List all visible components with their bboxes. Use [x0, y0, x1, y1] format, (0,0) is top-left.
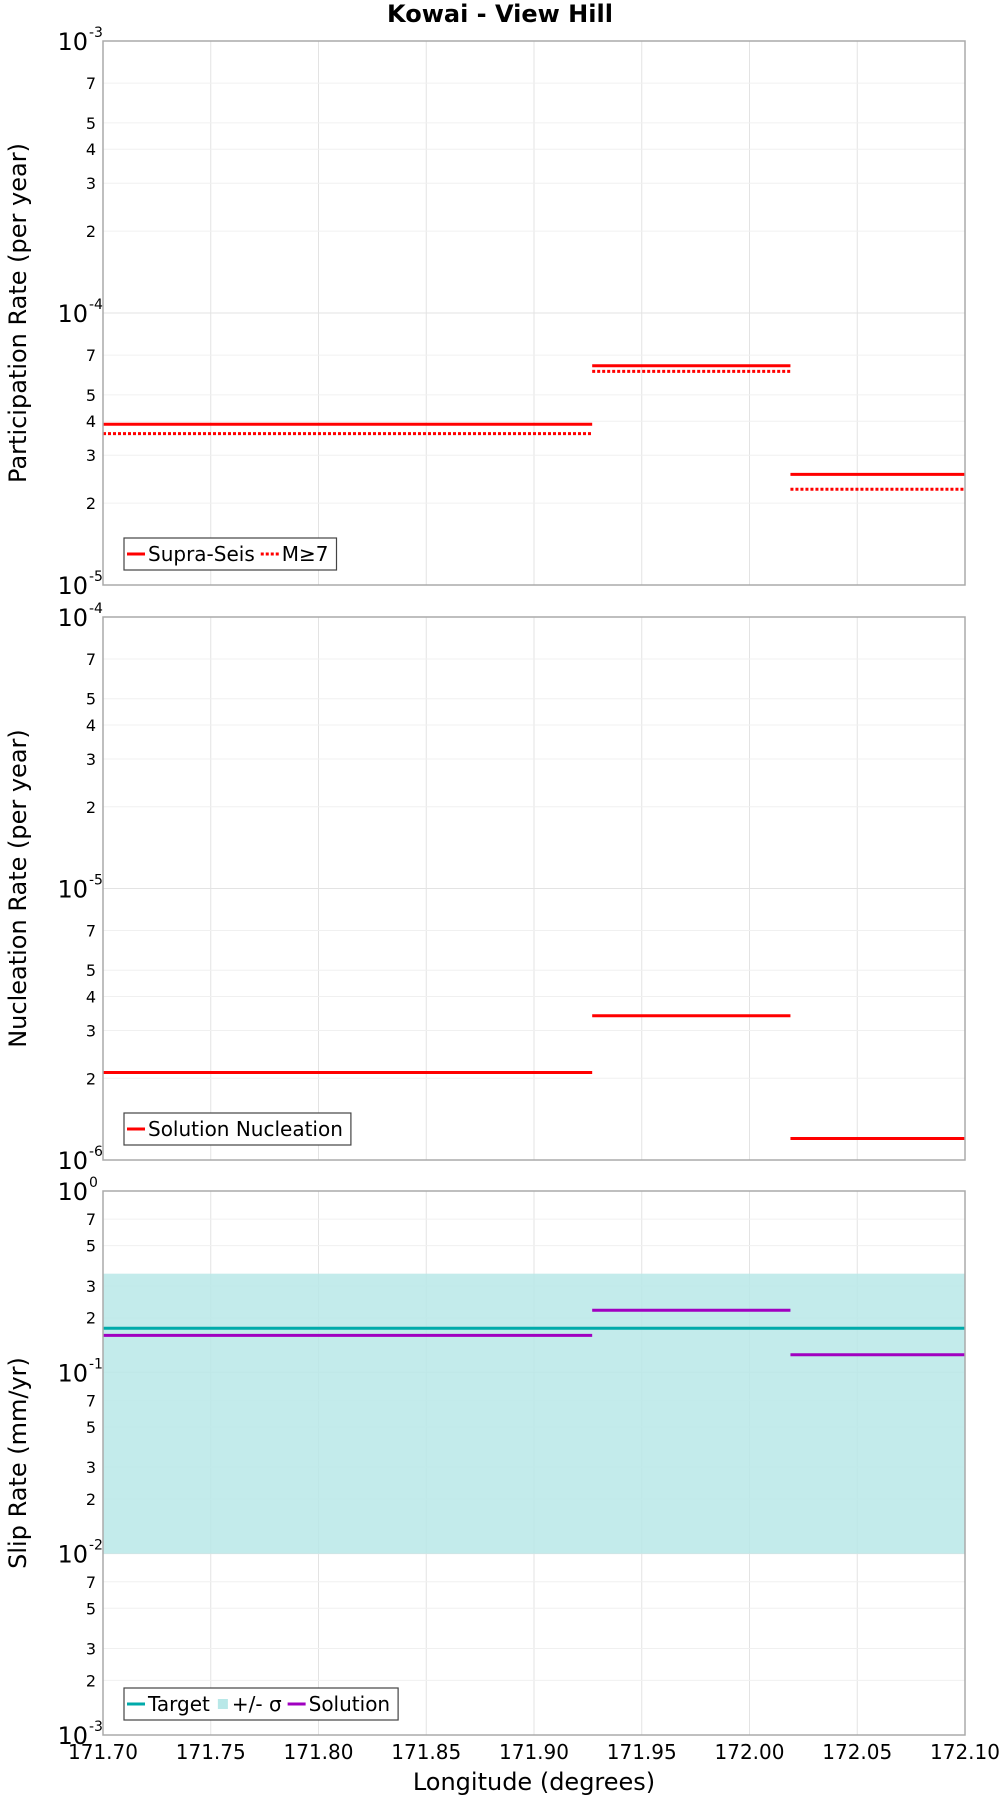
plot-frame	[102, 1190, 966, 1736]
y-tick-major-exponent: -2	[89, 1538, 103, 1554]
y-axis-label: Nucleation Rate (per year)	[4, 729, 32, 1048]
y-tick-minor-label: 7	[86, 346, 96, 365]
y-tick-minor-label: 7	[86, 1573, 96, 1592]
sigma-band	[103, 1273, 965, 1554]
y-tick-minor-label: 3	[86, 1639, 96, 1658]
legend: Solution Nucleation	[123, 1112, 352, 1146]
x-tick-label: 171.85	[391, 1740, 461, 1764]
y-tick-minor-label: 3	[86, 446, 96, 465]
y-axis-label: Slip Rate (mm/yr)	[4, 1357, 32, 1569]
y-tick-minor-label: 2	[86, 1490, 96, 1509]
legend-frame	[123, 537, 338, 571]
y-tick-minor-label: 5	[86, 386, 96, 405]
legend: Supra-Seis M≥7	[123, 537, 338, 571]
y-tick-minor-label: 3	[86, 750, 96, 769]
legend-entry-label: Supra-Seis	[148, 542, 255, 566]
plot-frame	[102, 616, 966, 1161]
y-tick-minor-label: 7	[86, 922, 96, 941]
y-tick-minor-label: 4	[86, 988, 96, 1007]
y-tick-major-exponent: -6	[89, 1144, 103, 1160]
x-tick-label: 171.80	[284, 1740, 354, 1764]
y-tick-minor-label: 5	[86, 1418, 96, 1437]
y-tick-major-exponent: 0	[89, 1175, 98, 1191]
y-tick-minor-label: 2	[86, 1069, 96, 1088]
x-tick-label: 172.10	[930, 1740, 1000, 1764]
y-tick-minor-label: 2	[86, 494, 96, 513]
y-tick-minor-label: 5	[86, 961, 96, 980]
y-tick-major-base: 10	[57, 1541, 88, 1569]
y-tick-minor-label: 7	[86, 650, 96, 669]
y-tick-minor-label: 7	[86, 1391, 96, 1410]
y-tick-minor-label: 7	[86, 74, 96, 93]
x-tick-label: 171.90	[499, 1740, 569, 1764]
legend-frame	[123, 1687, 399, 1721]
legend-entry-label: Target	[147, 1692, 210, 1716]
y-tick-minor-label: 4	[86, 412, 96, 431]
y-tick-minor-label: 7	[86, 1210, 96, 1229]
chart-title: Kowai - View Hill	[387, 0, 613, 28]
y-tick-minor-label: 3	[86, 1021, 96, 1040]
x-tick-label: 172.00	[715, 1740, 785, 1764]
legend-entry-label: Solution Nucleation	[148, 1117, 343, 1141]
y-tick-major-exponent: -3	[89, 1719, 103, 1735]
y-tick-minor-label: 3	[86, 174, 96, 193]
y-tick-minor-label: 4	[86, 140, 96, 159]
x-tick-label: 171.75	[176, 1740, 246, 1764]
y-tick-major-base: 10	[57, 1178, 88, 1206]
x-tick-label: 172.05	[822, 1740, 892, 1764]
y-axis-label: Participation Rate (per year)	[4, 143, 32, 483]
y-tick-minor-label: 5	[86, 114, 96, 133]
y-tick-major-exponent: -4	[89, 297, 103, 313]
y-tick-major-exponent: -5	[89, 569, 103, 585]
y-tick-major-exponent: -1	[89, 1356, 103, 1372]
legend-frame	[123, 1112, 352, 1146]
y-tick-minor-label: 2	[86, 222, 96, 241]
y-tick-major-base: 10	[57, 876, 88, 904]
legend-entry-label: +/- σ	[232, 1692, 282, 1716]
y-tick-major-exponent: -4	[89, 601, 103, 617]
y-tick-major-exponent: -5	[89, 873, 103, 889]
y-tick-minor-label: 5	[86, 690, 96, 709]
x-axis-label: Longitude (degrees)	[413, 1768, 655, 1796]
y-tick-minor-label: 5	[86, 1599, 96, 1618]
y-tick-major-base: 10	[57, 1722, 88, 1750]
y-tick-major-base: 10	[57, 1147, 88, 1175]
x-tick-label: 171.70	[68, 1740, 138, 1764]
legend-entry-label: Solution	[309, 1692, 390, 1716]
y-tick-major-base: 10	[57, 572, 88, 600]
y-tick-minor-label: 4	[86, 716, 96, 735]
legend: Target +/- σ Solution	[123, 1687, 399, 1721]
y-tick-major-base: 10	[57, 604, 88, 632]
y-tick-minor-label: 3	[86, 1277, 96, 1296]
y-tick-minor-label: 5	[86, 1237, 96, 1256]
plot-frame	[102, 40, 966, 586]
legend-entry-label: M≥7	[282, 542, 329, 566]
y-tick-major-base: 10	[57, 300, 88, 328]
y-tick-major-exponent: -3	[89, 25, 103, 41]
y-tick-minor-label: 3	[86, 1458, 96, 1477]
y-tick-major-base: 10	[57, 28, 88, 56]
y-tick-minor-label: 2	[86, 1309, 96, 1328]
y-tick-minor-label: 2	[86, 1671, 96, 1690]
y-tick-major-base: 10	[57, 1359, 88, 1387]
x-tick-label: 171.95	[607, 1740, 677, 1764]
y-tick-minor-label: 2	[86, 798, 96, 817]
legend-swatch-band	[217, 1699, 228, 1709]
